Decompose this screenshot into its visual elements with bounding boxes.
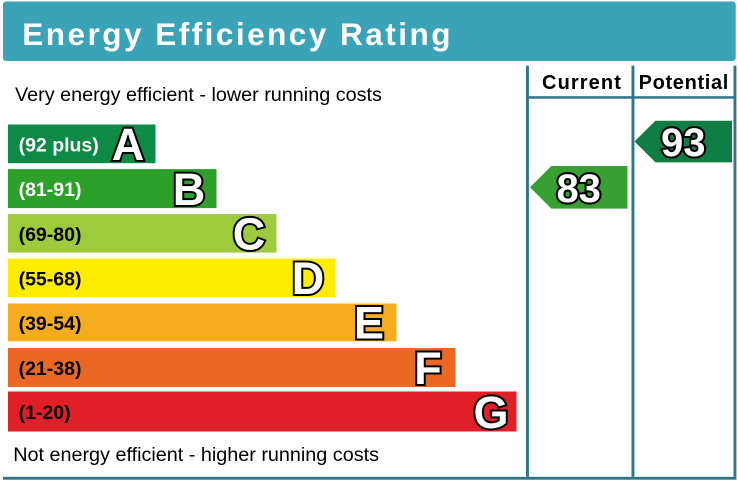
svg-text:83: 83 <box>556 167 601 211</box>
svg-text:(21-38): (21-38) <box>19 358 82 380</box>
svg-text:(1-20): (1-20) <box>19 402 71 424</box>
svg-text:G: G <box>473 387 508 438</box>
svg-text:F: F <box>414 343 442 394</box>
svg-text:(81-91): (81-91) <box>19 179 82 201</box>
svg-text:Current: Current <box>542 72 622 94</box>
svg-text:C: C <box>233 209 266 260</box>
svg-text:(92 plus): (92 plus) <box>19 134 99 156</box>
svg-text:E: E <box>354 298 384 349</box>
svg-text:(39-54): (39-54) <box>19 313 82 335</box>
svg-text:B: B <box>173 164 206 215</box>
svg-text:Very energy efficient - lower: Very energy efficient - lower running co… <box>15 84 382 106</box>
svg-text:Not energy efficient - higher: Not energy efficient - higher running co… <box>13 444 379 466</box>
svg-text:(69-80): (69-80) <box>19 224 82 246</box>
svg-text:D: D <box>292 253 325 304</box>
svg-text:Potential: Potential <box>639 72 729 94</box>
svg-text:93: 93 <box>661 121 706 165</box>
svg-text:Energy Efficiency Rating: Energy Efficiency Rating <box>22 16 453 52</box>
svg-text:(55-68): (55-68) <box>19 268 82 290</box>
svg-text:A: A <box>112 119 145 170</box>
